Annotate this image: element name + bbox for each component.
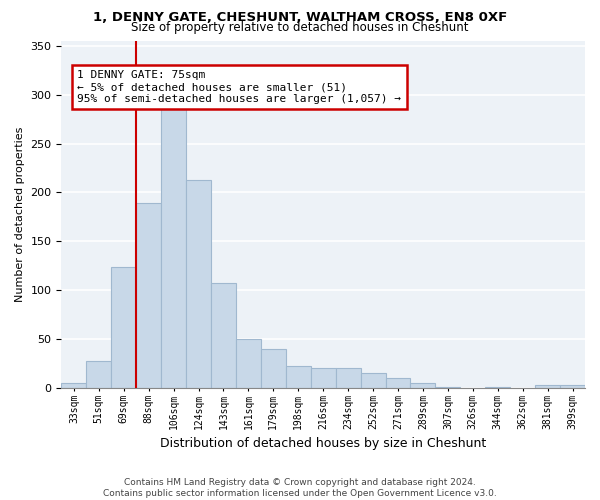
Text: Contains HM Land Registry data © Crown copyright and database right 2024.
Contai: Contains HM Land Registry data © Crown c… bbox=[103, 478, 497, 498]
Bar bbox=[211, 284, 236, 388]
Bar bbox=[286, 366, 311, 388]
Bar bbox=[86, 360, 111, 388]
Bar bbox=[335, 368, 361, 388]
Bar bbox=[161, 104, 186, 388]
Text: Size of property relative to detached houses in Cheshunt: Size of property relative to detached ho… bbox=[131, 22, 469, 35]
Bar bbox=[560, 385, 585, 388]
Text: 1, DENNY GATE, CHESHUNT, WALTHAM CROSS, EN8 0XF: 1, DENNY GATE, CHESHUNT, WALTHAM CROSS, … bbox=[93, 11, 507, 24]
Bar bbox=[361, 373, 386, 388]
Bar bbox=[386, 378, 410, 388]
Text: 1 DENNY GATE: 75sqm
← 5% of detached houses are smaller (51)
95% of semi-detache: 1 DENNY GATE: 75sqm ← 5% of detached hou… bbox=[77, 70, 401, 104]
X-axis label: Distribution of detached houses by size in Cheshunt: Distribution of detached houses by size … bbox=[160, 437, 487, 450]
Bar bbox=[485, 387, 510, 388]
Bar bbox=[410, 383, 436, 388]
Bar bbox=[136, 203, 161, 388]
Bar bbox=[535, 385, 560, 388]
Bar bbox=[186, 180, 211, 388]
Bar bbox=[261, 349, 286, 388]
Y-axis label: Number of detached properties: Number of detached properties bbox=[15, 126, 25, 302]
Bar bbox=[111, 266, 136, 388]
Bar bbox=[311, 368, 335, 388]
Bar bbox=[236, 339, 261, 388]
Bar bbox=[436, 387, 460, 388]
Bar bbox=[61, 383, 86, 388]
